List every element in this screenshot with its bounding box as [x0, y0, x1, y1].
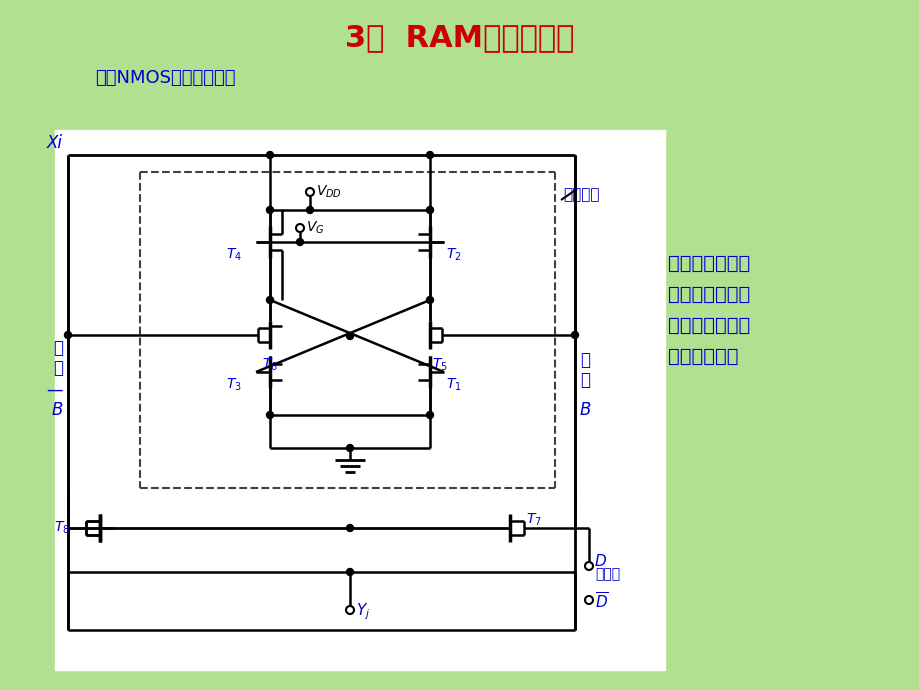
- Text: Xi: Xi: [47, 134, 62, 152]
- Text: $Y_j$: $Y_j$: [356, 602, 369, 622]
- Circle shape: [346, 333, 353, 339]
- Text: 线: 线: [579, 371, 589, 389]
- Circle shape: [426, 411, 433, 419]
- Text: 六管NMOS静态存储单元: 六管NMOS静态存储单元: [95, 69, 235, 87]
- Circle shape: [267, 152, 273, 159]
- Text: $T_8$: $T_8$: [54, 520, 70, 536]
- Circle shape: [346, 444, 353, 451]
- Circle shape: [64, 331, 72, 339]
- Text: 位: 位: [579, 351, 589, 369]
- Circle shape: [267, 206, 273, 213]
- Text: 位: 位: [53, 339, 62, 357]
- Circle shape: [426, 152, 433, 159]
- Circle shape: [426, 206, 433, 213]
- Circle shape: [306, 188, 313, 196]
- Text: B: B: [579, 401, 591, 419]
- Circle shape: [346, 606, 354, 614]
- Circle shape: [584, 562, 593, 570]
- Text: $T_4$: $T_4$: [226, 247, 242, 264]
- Text: 只有当行、列选
择线均为高电平
时，该存储单元
才会被选中。: 只有当行、列选 择线均为高电平 时，该存储单元 才会被选中。: [667, 254, 749, 366]
- Text: $T_6$: $T_6$: [262, 357, 278, 373]
- Circle shape: [346, 569, 353, 575]
- Text: $T_5$: $T_5$: [432, 357, 448, 373]
- Circle shape: [296, 239, 303, 246]
- Circle shape: [346, 524, 353, 531]
- Text: $T_3$: $T_3$: [226, 377, 242, 393]
- Text: $\overline{D}$: $\overline{D}$: [595, 592, 608, 612]
- Text: B: B: [51, 401, 62, 419]
- Circle shape: [267, 297, 273, 304]
- Text: 3．  RAM的存储单元: 3． RAM的存储单元: [345, 23, 574, 52]
- Circle shape: [584, 596, 593, 604]
- Text: 数据线: 数据线: [595, 567, 619, 581]
- Text: 线: 线: [53, 359, 62, 377]
- Circle shape: [306, 206, 313, 213]
- Text: —: —: [46, 381, 62, 399]
- Circle shape: [296, 224, 303, 232]
- Text: $T_1$: $T_1$: [446, 377, 461, 393]
- Bar: [55, 130, 664, 670]
- Text: $V_{DD}$: $V_{DD}$: [315, 184, 342, 200]
- Circle shape: [267, 411, 273, 419]
- Text: D: D: [595, 553, 607, 569]
- Circle shape: [571, 331, 578, 339]
- Text: $V_G$: $V_G$: [306, 220, 324, 236]
- Text: 存储单元: 存储单元: [562, 188, 599, 202]
- Circle shape: [426, 297, 433, 304]
- Text: $T_2$: $T_2$: [446, 247, 461, 264]
- Text: $T_7$: $T_7$: [526, 512, 541, 529]
